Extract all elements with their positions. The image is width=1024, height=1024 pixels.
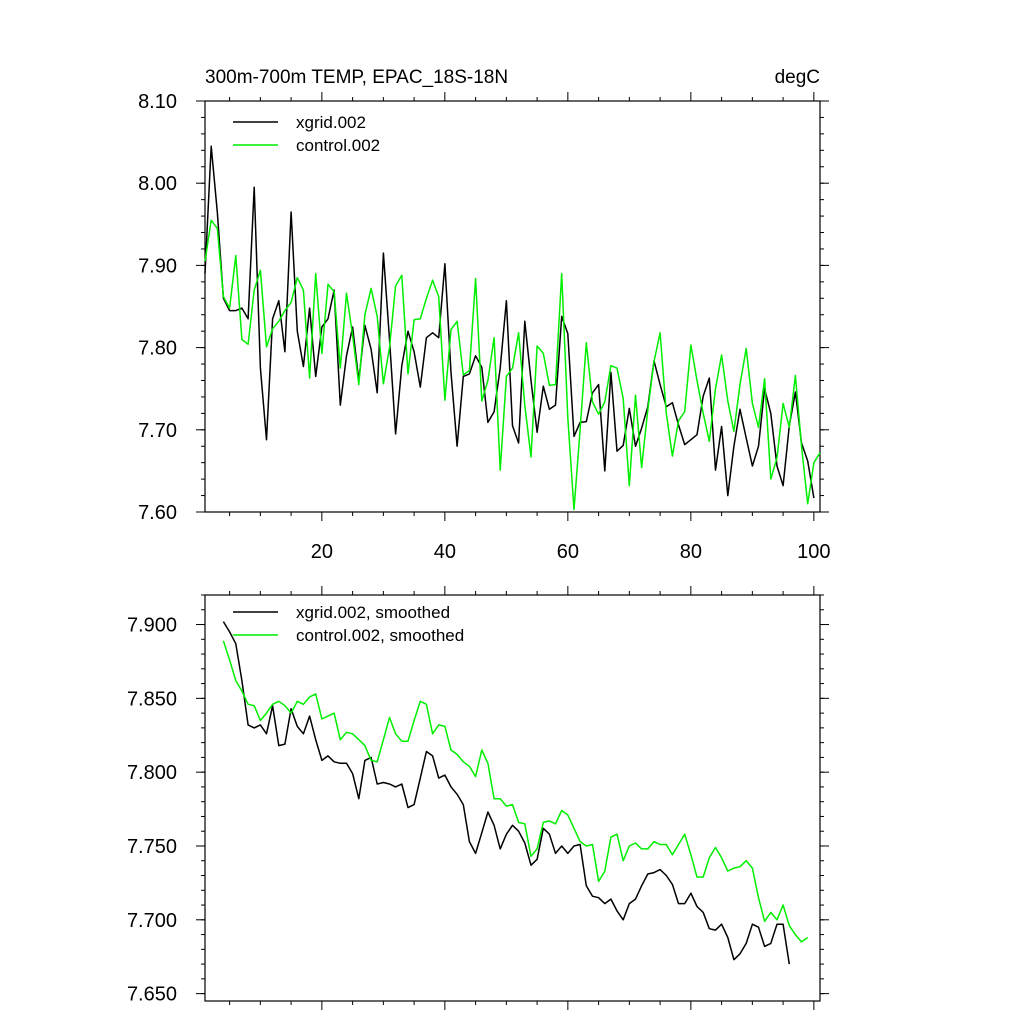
series-line-xgrid [204,145,815,499]
units-label: degC [775,67,820,88]
y-tick-label: 7.650 [127,984,177,1006]
x-tick-label: 20 [311,541,333,563]
top-series-lines [204,145,821,511]
legend-label-control-smoothed: control.002, smoothed [296,626,464,645]
series-line-xgrid [222,621,791,965]
x-tick-label: 100 [797,541,830,563]
y-tick-label: 8.10 [138,91,177,113]
x-tick-label: 80 [680,541,702,563]
top-plot-frame [204,100,821,513]
x-tick-label: 40 [434,541,456,563]
series-line-control [222,640,809,943]
legend-label-xgrid-smoothed: xgrid.002, smoothed [296,603,450,622]
bottom-panel: 7.650 7.700 7.750 7.800 7.850 7.900 xgrid.002… [127,586,829,1010]
bottom-plot-frame [204,594,821,1002]
y-tick-label: 7.80 [138,338,177,360]
legend-label-xgrid: xgrid.002 [296,113,366,132]
bottom-series-lines [222,621,809,965]
top-panel: 300m-700m TEMP, EPAC_18S-18N degC 7.607.… [138,67,830,563]
bottom-legend: xgrid.002, smoothed control.002, smoothe… [233,603,464,645]
bottom-y-tick-labels: 7.650 7.700 7.750 7.800 7.850 7.900 [127,615,177,1006]
y-tick-label: 7.60 [138,502,177,524]
chart-title: 300m-700m TEMP, EPAC_18S-18N [205,67,508,88]
y-tick-label: 8.00 [138,173,177,195]
y-tick-label: 7.70 [138,420,177,442]
y-tick-label: 7.750 [127,836,177,858]
bottom-axis-ticks [196,586,829,1010]
x-tick-label: 60 [557,541,579,563]
top-axis-ticks [196,92,829,521]
top-x-tick-labels: 20 40 60 80 100 [311,541,831,563]
y-tick-label: 7.90 [138,255,177,277]
y-tick-label: 7.850 [127,688,177,710]
top-legend: xgrid.002 control.002 [233,113,380,155]
series-line-control [204,219,821,511]
legend-label-control: control.002 [296,136,380,155]
y-tick-label: 7.900 [127,615,177,637]
top-y-tick-labels: 7.60 7.70 7.80 7.90 8.00 8.10 [138,91,177,524]
y-tick-label: 7.700 [127,910,177,932]
y-tick-label: 7.800 [127,762,177,784]
